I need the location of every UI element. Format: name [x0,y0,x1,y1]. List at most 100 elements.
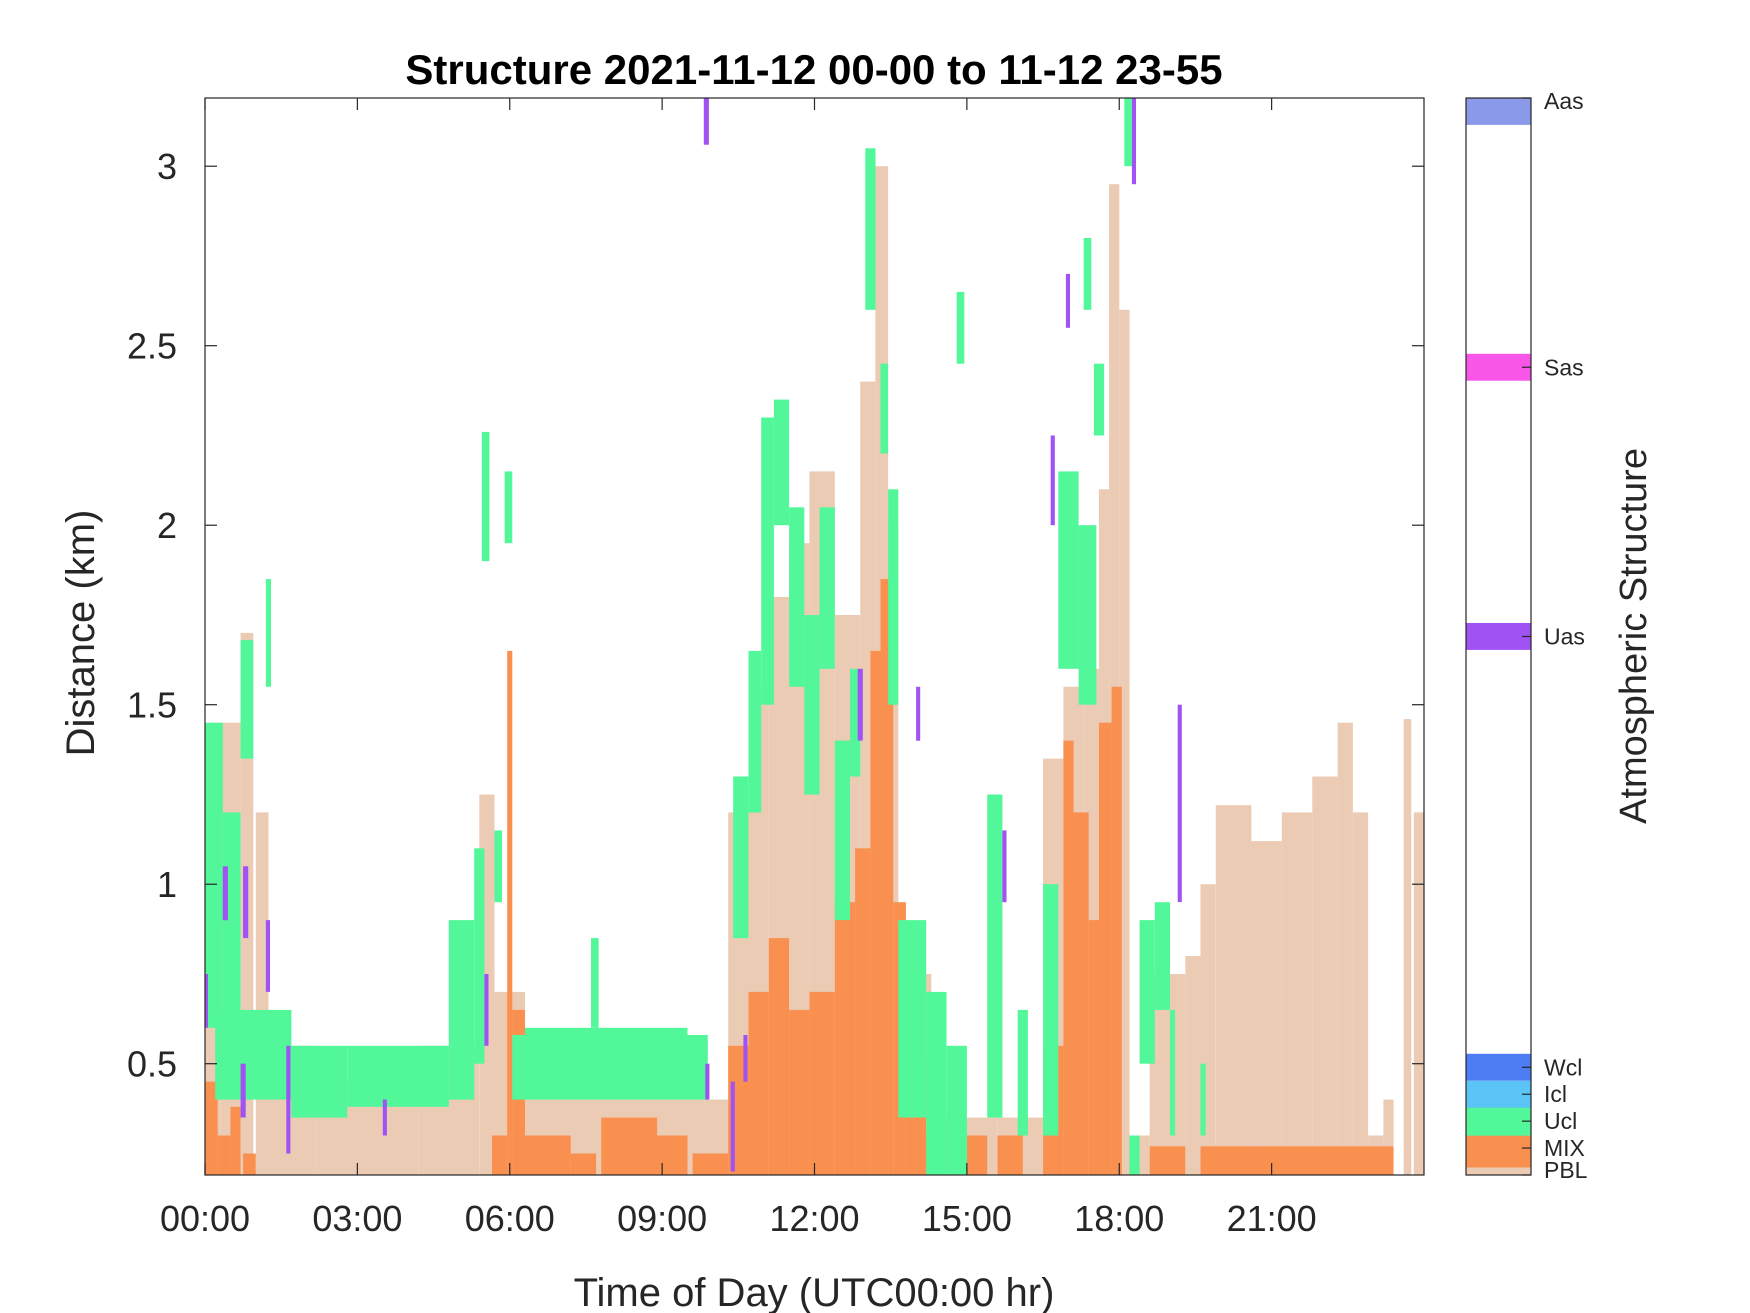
structure-cell-ucl [888,489,899,705]
colorbar-swatch-icl [1466,1080,1531,1108]
structure-cell-mix [997,1135,1023,1175]
structure-cell-ucl [748,650,762,813]
structure-cell-uas [705,1063,710,1100]
structure-cell-ucl [926,991,947,1175]
structure-cell-mix [809,991,835,1175]
structure-cell-ucl [474,848,485,1064]
y-tick-label: 1.5 [127,685,177,726]
structure-cell-ucl [1154,902,1170,1010]
structure-cell-uas [1177,704,1182,903]
colorbar-tick-label: PBL [1544,1157,1588,1183]
structure-cell-uas [265,920,270,992]
colorbar-label: Atmospheric Structure [1613,448,1655,824]
structure-cell-pbl [1383,1099,1394,1175]
structure-cell-mix [870,650,881,1175]
structure-cell-ucl [987,794,1003,1118]
colorbar-tick-label: Sas [1544,354,1584,380]
structure-cell-ucl [1200,1063,1206,1136]
structure-cell-ucl [591,938,599,1028]
x-tick-label: 06:00 [465,1198,555,1239]
structure-cell-ucl [291,1045,348,1118]
x-tick-label: 12:00 [769,1198,859,1239]
structure-cell-ucl [1124,98,1132,167]
colorbar-tick-label: Wcl [1544,1054,1582,1080]
structure-cell-ucl [733,776,749,939]
structure-cell-ucl [1017,1009,1028,1136]
structure-cell-ucl [1058,471,1079,669]
structure-cell-ucl [448,920,475,1100]
structure-cell-uas [240,1063,246,1118]
colorbar-swatch-aas [1466,98,1531,125]
structure-cell-ucl [773,399,790,526]
structure-cell-ucl [819,507,835,669]
structure-cell-pbl [1403,719,1412,1175]
structure-cell-uas [243,866,249,939]
structure-cell-pbl [1119,309,1130,1175]
structure-cell-ucl [804,615,820,795]
structure-cell-ucl [494,830,503,903]
structure-cell-uas [743,1035,748,1082]
structure-cell-uas [484,974,489,1046]
structure-cell-pbl [1281,812,1313,1175]
structure-cell-uas [1131,98,1136,185]
structure-cell-mix [570,1153,597,1175]
structure-cell-ucl [265,579,271,687]
structure-cell-ucl [525,1027,688,1082]
structure-cell-uas [286,1045,291,1154]
structure-cell-mix [230,1106,241,1175]
structure-cell-uas [857,668,863,741]
x-axis-label: Time of Day (UTC00:00 hr) [574,1271,1055,1313]
structure-cell-pbl [255,812,269,1175]
x-tick-label: 09:00 [617,1198,707,1239]
structure-cell-uas [916,686,921,741]
structure-cell-mix [966,1135,988,1175]
structure-cell-mix [492,1135,508,1175]
y-tick-label: 2 [157,505,177,546]
series-uas [205,98,1182,1172]
structure-cell-ucl [850,668,861,777]
colorbar-swatch-wcl [1466,1053,1531,1081]
colorbar-tick-label: Ucl [1544,1108,1577,1134]
plot-area [205,98,1424,1175]
structure-cell-ucl [761,417,774,705]
structure-cell-ucl [347,1045,449,1107]
structure-cell-pbl [1413,812,1424,1175]
structure-cell-ucl [1043,884,1059,1136]
structure-cell-ucl [1139,920,1155,1064]
y-tick-label: 0.5 [127,1044,177,1085]
structure-cell-mix [1111,686,1122,1175]
structure-cell-mix [1149,1146,1186,1175]
structure-cell-pbl [1312,776,1338,1175]
structure-cell-mix [525,1135,571,1175]
x-tick-label: 18:00 [1074,1198,1164,1239]
structure-cell-mix [834,902,856,1175]
x-tick-label: 03:00 [312,1198,402,1239]
chart-title: Structure 2021-11-12 00-00 to 11-12 23-5… [405,46,1222,93]
structure-cell-mix [507,650,513,1175]
structure-cell-ucl [946,1045,967,1175]
structure-cell-mix [1063,740,1074,1175]
series-ucl [205,98,1206,1175]
structure-cell-uas [205,974,208,1028]
colorbar-tick-label: Aas [1544,88,1584,114]
structure-cell-mix [855,848,871,1175]
structure-cell-mix [1098,722,1112,1175]
colorbar-swatch-uas [1466,623,1531,650]
colorbar-tick-label: Uas [1544,624,1585,650]
structure-cell-pbl [1251,841,1282,1175]
structure-cell-pbl [1337,722,1353,1175]
structure-cell-mix [880,579,894,1175]
structure-cell-uas [222,866,228,921]
structure-cell-ucl [205,722,223,1028]
y-axis-label: Distance (km) [59,510,103,757]
structure-cell-ucl [834,740,850,921]
y-tick-label: 1 [157,864,177,905]
structure-cell-ucl [481,431,490,562]
structure-cell-pbl [1109,184,1120,1175]
structure-cell-mix [217,1135,231,1175]
structure-cell-ucl [215,1009,292,1100]
structure-cell-mix [205,1081,218,1175]
structure-cell-ucl [880,363,889,454]
